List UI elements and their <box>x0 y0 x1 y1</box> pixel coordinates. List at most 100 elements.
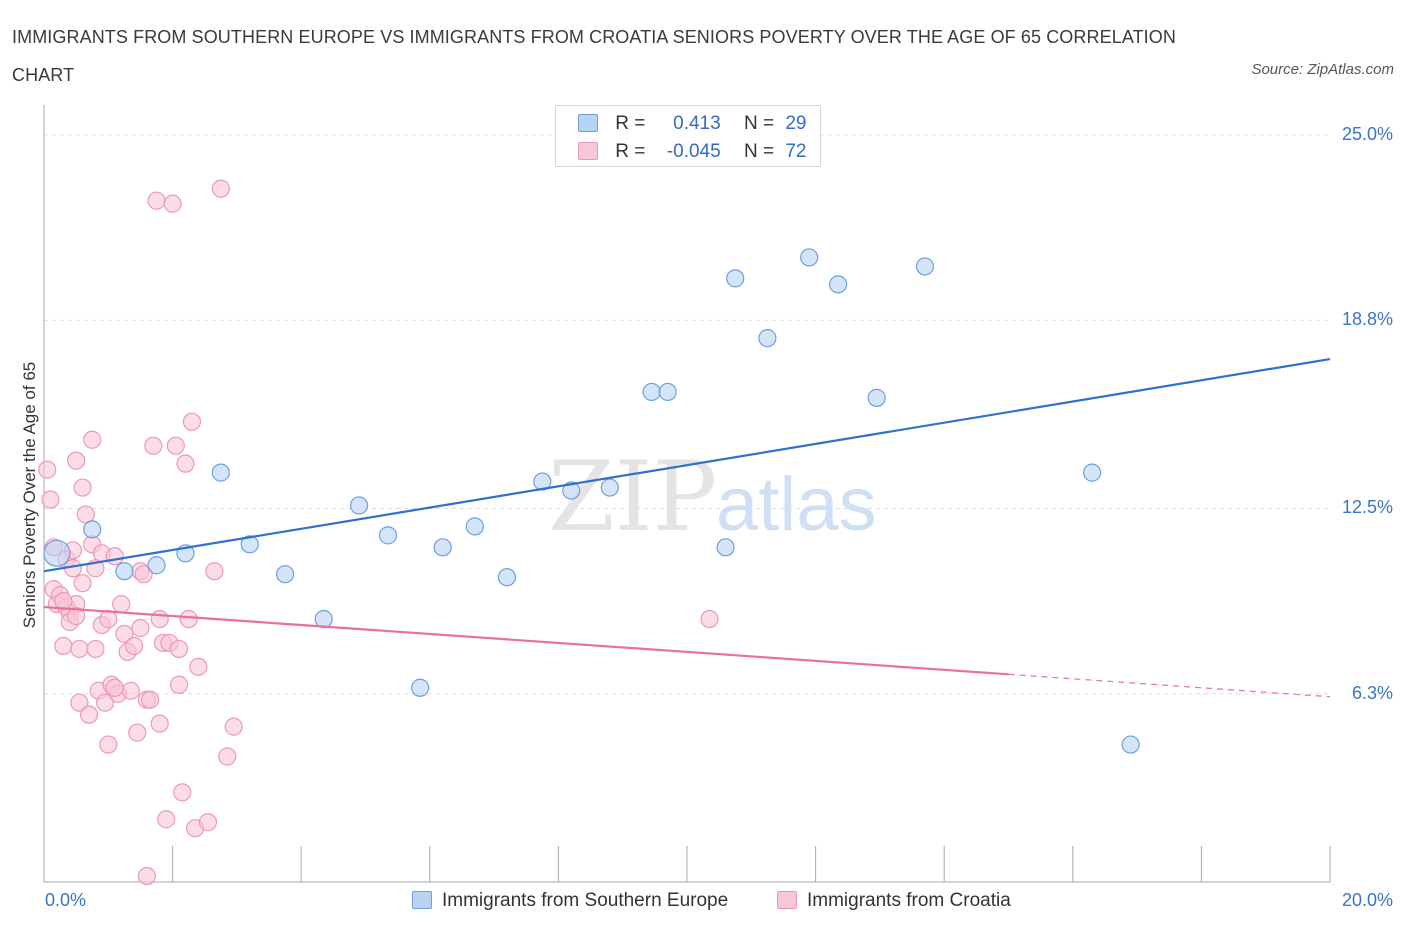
r-value: -0.045 <box>666 141 721 162</box>
southern-europe-point <box>349 496 369 515</box>
southern-europe-point <box>867 388 886 407</box>
croatia-point <box>124 636 144 656</box>
southern-europe-point <box>411 678 430 697</box>
croatia-point <box>134 565 153 584</box>
croatia-point <box>173 783 192 802</box>
croatia-point <box>105 547 124 566</box>
croatia-point <box>99 609 118 629</box>
southern-europe-point <box>658 382 677 402</box>
croatia-point <box>179 609 198 629</box>
croatia-point <box>95 693 115 712</box>
croatia-point <box>137 866 156 886</box>
southern-europe-point <box>276 565 295 584</box>
southern-europe-point <box>716 538 735 557</box>
croatia-point <box>41 490 60 509</box>
southern-europe-point <box>433 538 452 557</box>
southern-europe-point <box>115 562 134 581</box>
n-value: 29 <box>785 113 807 134</box>
croatia-point <box>211 179 230 198</box>
croatia-point <box>38 460 57 479</box>
croatia-point <box>112 594 131 614</box>
legend-row-croatia: R = -0.045 N = 72 <box>578 138 806 166</box>
croatia-point <box>157 810 176 829</box>
southern-europe-trend-line <box>43 357 1331 573</box>
croatia-point <box>205 562 224 581</box>
southern-europe-point <box>726 269 745 288</box>
croatia-point <box>163 194 182 213</box>
croatia-point <box>131 618 150 638</box>
southern-europe-point <box>378 526 398 545</box>
x-tick-label: 20.0% <box>1341 890 1393 910</box>
chart-source: Source: ZipAtlas.com <box>1251 61 1394 78</box>
croatia-trend-line <box>43 605 1009 676</box>
r-label: R = <box>615 113 646 134</box>
southern-europe-point <box>83 520 102 539</box>
southern-europe-point <box>562 481 581 500</box>
croatia-point <box>189 657 208 676</box>
y-tick-label: 6.3% <box>1351 682 1393 703</box>
southern-europe-point <box>829 275 848 294</box>
croatia-point <box>67 451 86 470</box>
legend-item-croatia[interactable]: Immigrants from Croatia <box>777 890 1011 912</box>
x-tick-label: 0.0% <box>45 890 87 910</box>
croatia-point <box>54 592 73 611</box>
croatia-point <box>166 436 185 455</box>
legend-item-southern-europe[interactable]: Immigrants from Southern Europe <box>412 890 728 912</box>
croatia-point <box>182 412 201 431</box>
legend-swatch-pink <box>777 891 797 909</box>
southern-europe-point <box>497 568 517 587</box>
legend-swatch-pink <box>578 142 598 160</box>
croatia-point <box>121 681 140 700</box>
trend-lines <box>43 357 1331 698</box>
croatia-point <box>70 639 89 659</box>
croatia-point <box>70 693 89 712</box>
croatia-point <box>224 717 243 736</box>
croatia-point <box>76 505 95 524</box>
croatia-point <box>144 436 163 455</box>
croatia-point <box>147 191 166 210</box>
croatia-point <box>169 639 189 659</box>
croatia-point <box>73 574 92 593</box>
southern-europe-point <box>600 478 619 497</box>
legend-swatch-blue <box>412 891 432 909</box>
croatia-point <box>150 609 169 629</box>
southern-europe-point <box>147 556 166 575</box>
croatia-point <box>176 454 195 473</box>
grid-layer <box>44 134 1330 695</box>
series-legend: Immigrants from Southern Europe Immigran… <box>0 888 1406 916</box>
croatia-point <box>115 624 134 644</box>
y-tick-label: 25.0% <box>1341 123 1393 144</box>
chart-title: IMMIGRANTS FROM SOUTHERN EUROPE VS IMMIG… <box>12 27 1176 85</box>
croatia-point <box>54 636 73 656</box>
southern-europe-point <box>800 248 819 267</box>
southern-europe-point <box>1082 463 1102 482</box>
legend-label: Immigrants from Southern Europe <box>442 890 729 911</box>
legend-swatch-blue <box>578 114 598 132</box>
croatia-point <box>169 675 189 694</box>
croatia-point <box>73 478 92 497</box>
croatia-point <box>218 747 237 766</box>
southern-europe-points <box>43 248 1140 754</box>
southern-europe-point <box>314 609 333 629</box>
n-label: N = <box>743 141 775 162</box>
southern-europe-point <box>915 257 935 276</box>
croatia-point <box>128 723 147 742</box>
n-value: 72 <box>785 141 807 162</box>
southern-europe-point <box>465 517 484 536</box>
y-tick-label: 18.8% <box>1341 309 1393 330</box>
croatia-point <box>86 639 105 659</box>
r-value: 0.413 <box>673 113 721 134</box>
y-tick-label: 12.5% <box>1341 497 1393 518</box>
southern-europe-point <box>642 382 661 402</box>
croatia-trend-extension <box>1008 673 1331 698</box>
legend-label: Immigrants from Croatia <box>807 890 1011 911</box>
croatia-point <box>79 705 99 724</box>
southern-europe-point <box>1121 735 1140 754</box>
croatia-point <box>700 609 719 629</box>
legend-row-southern-europe: R = 0.413 N = 29 <box>578 110 806 138</box>
southern-europe-point <box>758 329 777 348</box>
croatia-point <box>67 606 86 626</box>
croatia-point <box>105 678 124 697</box>
croatia-point <box>150 714 169 733</box>
